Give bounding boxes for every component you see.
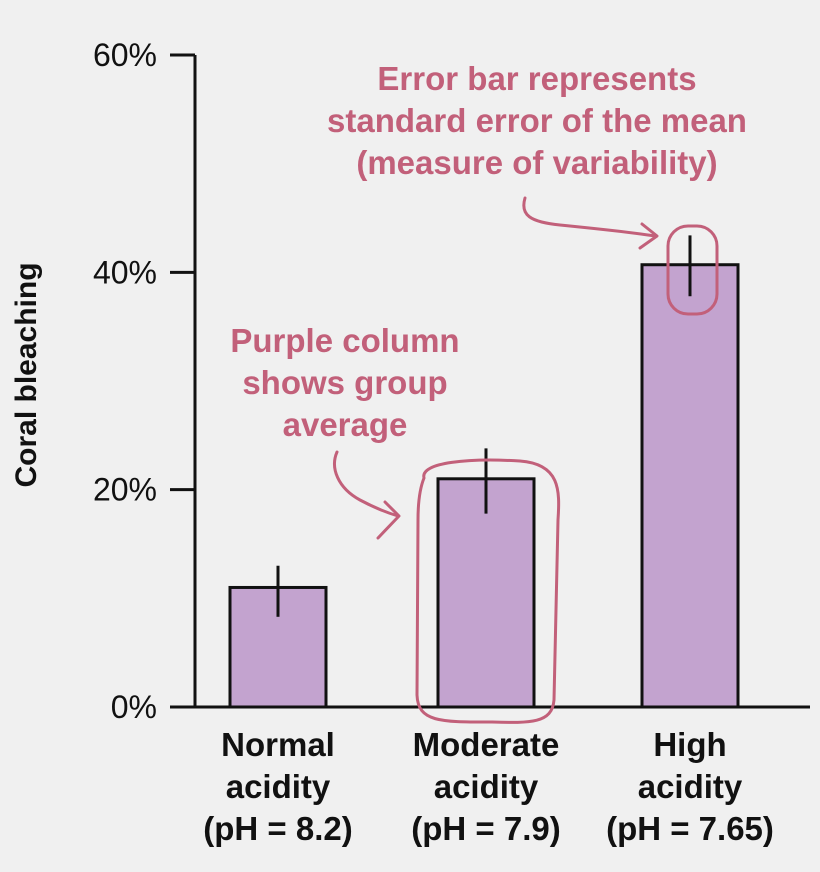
annotations: Error bar represents standard error of th… (230, 60, 747, 724)
bar (640, 263, 740, 709)
x-tick-label: Moderate acidity (pH = 7.9) (411, 726, 560, 847)
bar (436, 477, 536, 709)
column-arrow (333, 450, 400, 518)
column-highlight (415, 458, 561, 724)
error-bar-arrow (522, 196, 657, 238)
y-tick-label: 0% (111, 689, 157, 725)
y-tick-label: 60% (93, 37, 157, 73)
y-tick-labels: 0% 20% 40% 60% (93, 37, 157, 725)
x-tick-label: High acidity (pH = 7.65) (606, 726, 774, 847)
column-annotation: Purple column shows group average (230, 322, 459, 443)
y-tick-label: 20% (93, 472, 157, 508)
y-axis-label: Coral bleaching (10, 262, 43, 487)
error-bar-arrowhead (638, 222, 659, 250)
y-tick-label: 40% (93, 254, 157, 290)
error-bar-annotation: Error bar represents standard error of th… (327, 60, 747, 181)
error-bar-highlight (666, 224, 719, 316)
x-tick-labels: Normal acidity (pH = 8.2) Moderate acidity (p… (203, 726, 774, 847)
column-arrowhead (376, 500, 401, 540)
x-tick-label: Normal acidity (pH = 8.2) (203, 726, 352, 847)
